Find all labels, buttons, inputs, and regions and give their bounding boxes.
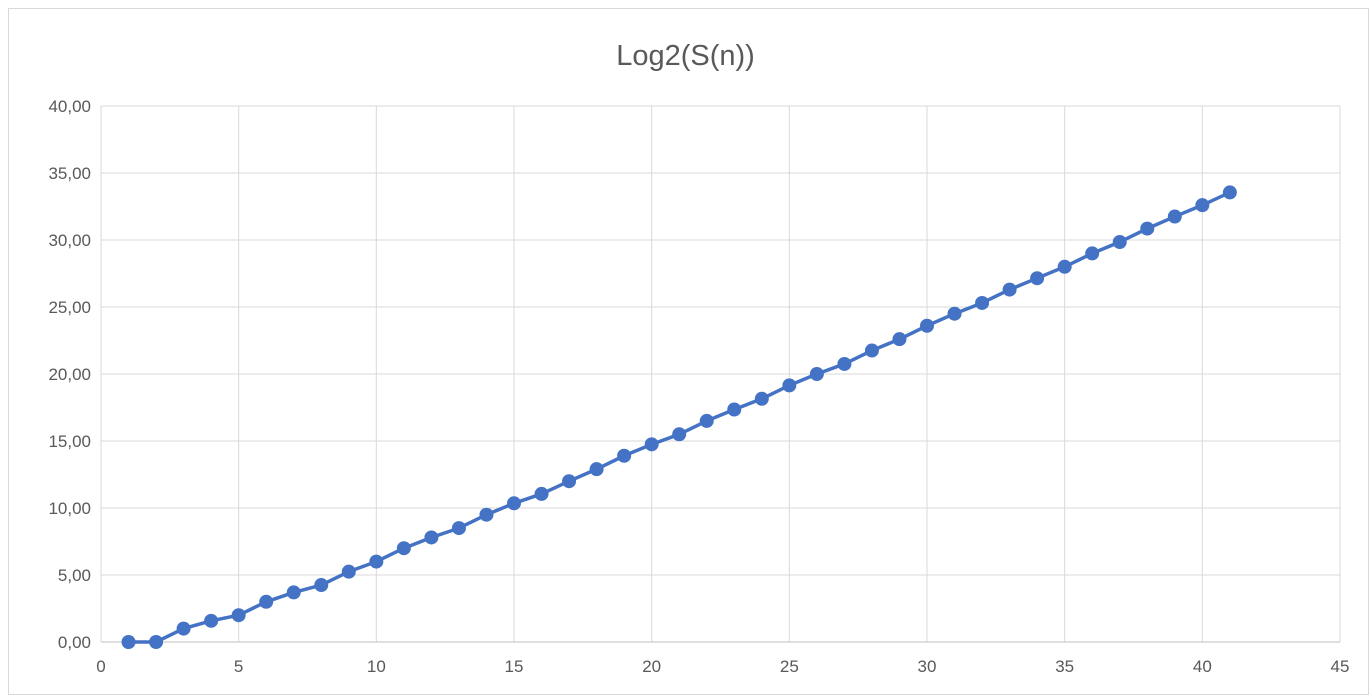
axes [100,106,1340,643]
data-point [975,295,990,310]
data-point [1112,235,1127,250]
y-tick-label: 25,00 [48,298,91,317]
data-point [396,541,411,556]
data-point [754,391,769,406]
data-point [314,578,329,593]
data-point [149,635,164,649]
data-point [672,427,687,442]
data-point [727,402,742,417]
y-tick-label: 5,00 [58,566,91,585]
data-point [864,343,879,358]
data-point [341,564,356,579]
x-tick-label: 20 [642,657,661,676]
x-tick-label: 5 [234,657,243,676]
data-point [204,613,219,628]
data-points [121,185,1237,649]
y-tick-label: 0,00 [58,633,91,652]
data-point [479,507,494,522]
x-tick-label: 0 [96,657,105,676]
data-point [534,486,549,501]
x-tick-label: 25 [780,657,799,676]
data-point [809,367,824,381]
y-tick-label: 15,00 [48,432,91,451]
data-point [562,474,577,489]
x-tick-label: 40 [1193,657,1212,676]
data-point [644,437,659,452]
y-tick-label: 30,00 [48,231,91,250]
data-point [947,306,962,321]
data-point [1030,271,1045,286]
data-point [1195,198,1210,213]
y-tick-labels: 0,00 5,00 10,00 15,00 20,00 25,00 30,00 35,00 40… [48,97,91,652]
x-tick-label: 35 [1055,657,1074,676]
data-point [286,585,301,600]
data-point [920,318,934,333]
data-point [424,530,439,545]
x-tick-label: 10 [367,657,386,676]
data-point [1222,185,1237,200]
data-point [1085,246,1100,261]
chart-frame [8,8,1369,695]
y-tick-label: 10,00 [48,499,91,518]
data-point [892,332,907,347]
data-point [1167,209,1182,224]
x-tick-label: 30 [918,657,937,676]
gridlines [101,105,1341,642]
data-point [369,554,384,569]
data-point [699,413,714,428]
data-point [837,356,852,371]
data-point [507,496,521,511]
x-tick-labels: 0 5 10 15 20 25 30 35 40 45 [96,657,1349,676]
data-point [451,521,466,536]
data-point [121,635,136,649]
data-point [589,462,604,477]
data-point [1002,282,1017,297]
chart-title: Log2(S(n)) [616,40,755,72]
data-point [231,608,246,623]
data-point [1140,221,1155,236]
x-tick-label: 15 [505,657,524,676]
data-point [617,448,632,463]
y-tick-label: 20,00 [48,365,91,384]
x-tick-label: 45 [1331,657,1350,676]
data-point [782,378,797,393]
data-point [176,621,191,636]
y-tick-label: 35,00 [48,164,91,183]
data-point [259,594,274,609]
data-point [1057,259,1072,274]
y-tick-label: 40,00 [48,97,91,116]
